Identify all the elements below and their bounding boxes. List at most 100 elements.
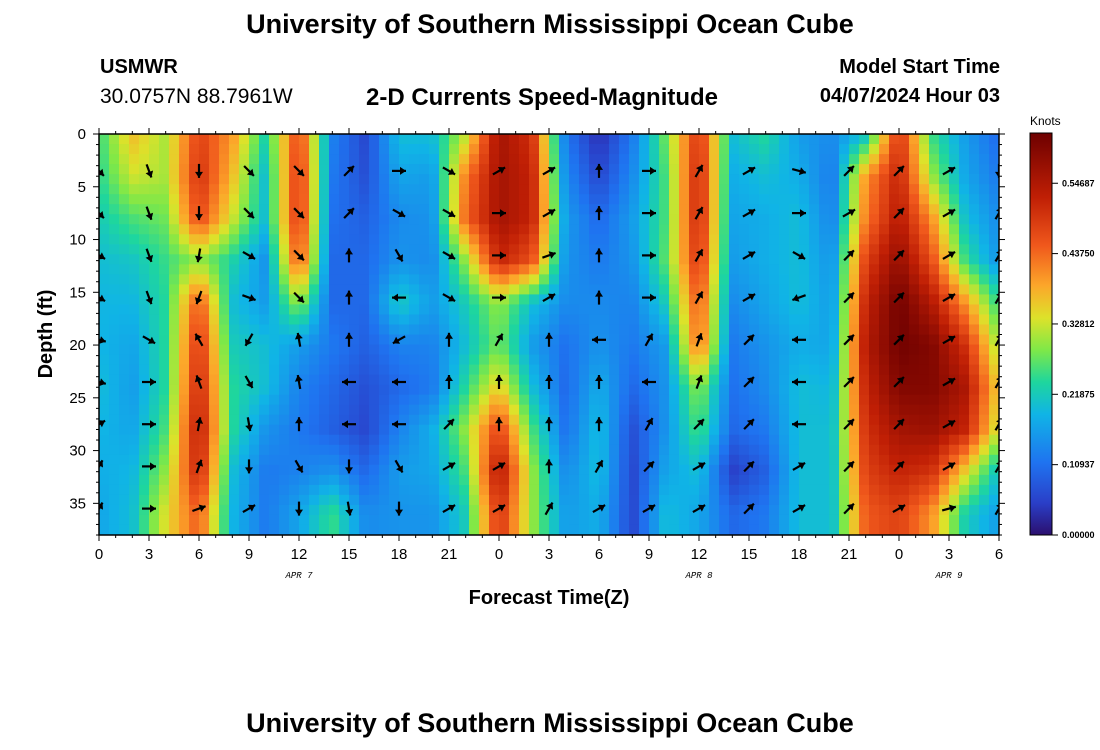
heatmap-cell bbox=[629, 394, 640, 406]
heatmap-cell bbox=[109, 454, 120, 466]
heatmap-cell bbox=[839, 434, 850, 446]
heatmap-cell bbox=[119, 334, 130, 346]
heatmap-cell bbox=[209, 364, 220, 376]
heatmap-cell bbox=[319, 414, 330, 426]
heatmap-cell bbox=[279, 234, 290, 245]
heatmap-cell bbox=[869, 334, 880, 346]
heatmap-cell bbox=[939, 234, 950, 245]
heatmap-cell bbox=[359, 454, 370, 466]
heatmap-cell bbox=[219, 494, 230, 506]
heatmap-cell bbox=[619, 304, 630, 316]
heatmap-cell bbox=[379, 284, 390, 296]
heatmap-cell bbox=[159, 214, 170, 225]
heatmap-cell bbox=[949, 314, 960, 326]
heatmap-cell bbox=[99, 524, 110, 535]
heatmap-cell bbox=[139, 164, 150, 175]
heatmap-cell bbox=[619, 224, 630, 235]
heatmap-cell bbox=[899, 464, 910, 476]
heatmap-cell bbox=[539, 514, 550, 526]
heatmap-cell bbox=[259, 244, 270, 255]
current-arrow bbox=[595, 163, 603, 178]
current-arrow bbox=[791, 167, 807, 176]
heatmap-cell bbox=[529, 144, 540, 155]
current-arrow bbox=[195, 417, 204, 432]
heatmap-cell bbox=[239, 464, 250, 476]
heatmap-cell bbox=[149, 484, 160, 496]
heatmap-cell bbox=[249, 284, 260, 296]
heatmap-cell bbox=[739, 194, 750, 205]
heatmap-cell bbox=[359, 504, 370, 516]
heatmap-cell bbox=[169, 294, 180, 306]
heatmap-cell bbox=[489, 184, 500, 195]
heatmap-cell bbox=[799, 424, 810, 436]
heatmap-cell bbox=[139, 134, 150, 145]
heatmap-cell bbox=[769, 424, 780, 436]
heatmap-cell bbox=[159, 504, 170, 516]
heatmap-cell bbox=[389, 284, 400, 296]
current-arrow bbox=[142, 504, 156, 513]
heatmap-cell bbox=[349, 504, 360, 516]
heatmap-cell bbox=[309, 454, 320, 466]
heatmap-cell bbox=[109, 244, 120, 255]
heatmap-cell bbox=[759, 444, 770, 456]
heatmap-cell bbox=[189, 284, 200, 296]
heatmap-cell bbox=[759, 384, 770, 396]
heatmap-cell bbox=[819, 434, 830, 446]
heatmap-cell bbox=[229, 334, 240, 346]
heatmap-cell bbox=[469, 494, 480, 506]
heatmap-cell bbox=[339, 244, 350, 255]
heatmap-cell bbox=[879, 484, 890, 496]
heatmap-cell bbox=[719, 364, 730, 376]
heatmap-cell bbox=[219, 154, 230, 165]
heatmap-cell bbox=[869, 374, 880, 386]
heatmap-cell bbox=[319, 484, 330, 496]
heatmap-cell bbox=[699, 524, 710, 535]
heatmap-cell bbox=[229, 264, 240, 275]
heatmap-cell bbox=[399, 264, 410, 275]
heatmap-cell bbox=[659, 504, 670, 516]
heatmap-cell bbox=[709, 364, 720, 376]
heatmap-cell bbox=[209, 354, 220, 366]
heatmap-cell bbox=[629, 454, 640, 466]
heatmap-cell bbox=[869, 344, 880, 356]
heatmap-cell bbox=[829, 474, 840, 486]
heatmap-cell bbox=[699, 354, 710, 366]
heatmap-cell bbox=[849, 284, 860, 296]
heatmap-cell bbox=[129, 314, 140, 326]
current-arrow-head bbox=[99, 378, 106, 387]
heatmap-cell bbox=[849, 244, 860, 255]
heatmap-cell bbox=[389, 324, 400, 336]
heatmap-cell bbox=[129, 354, 140, 366]
heatmap-cell bbox=[99, 504, 110, 516]
heatmap-cell bbox=[689, 314, 700, 326]
heatmap-cell bbox=[109, 214, 120, 225]
heatmap-cell bbox=[679, 234, 690, 245]
heatmap-cell bbox=[669, 344, 680, 356]
heatmap-cell bbox=[989, 414, 999, 426]
heatmap-cell bbox=[269, 444, 280, 456]
heatmap-cell bbox=[639, 424, 650, 436]
heatmap-cell bbox=[979, 154, 990, 165]
heatmap-cell bbox=[469, 414, 480, 426]
heatmap-cell bbox=[639, 174, 650, 185]
heatmap-cell bbox=[849, 504, 860, 516]
heatmap-cell bbox=[969, 514, 980, 526]
heatmap-cell bbox=[519, 314, 530, 326]
heatmap-cell bbox=[489, 494, 500, 506]
heatmap-cell bbox=[489, 434, 500, 446]
heatmap-cell bbox=[779, 284, 790, 296]
heatmap-cell bbox=[339, 274, 350, 285]
heatmap-cell bbox=[179, 334, 190, 346]
heatmap-cell bbox=[479, 394, 490, 406]
heatmap-cell bbox=[739, 514, 750, 526]
heatmap-cell bbox=[919, 294, 930, 306]
heatmap-cell bbox=[919, 484, 930, 496]
heatmap-cell bbox=[169, 224, 180, 235]
current-arrow-head bbox=[797, 462, 806, 470]
heatmap-cell bbox=[249, 194, 260, 205]
heatmap-cell bbox=[469, 144, 480, 155]
current-arrow-head bbox=[595, 417, 603, 424]
heatmap-cell bbox=[339, 154, 350, 165]
heatmap-cell bbox=[219, 364, 230, 376]
heatmap-cell bbox=[869, 454, 880, 466]
